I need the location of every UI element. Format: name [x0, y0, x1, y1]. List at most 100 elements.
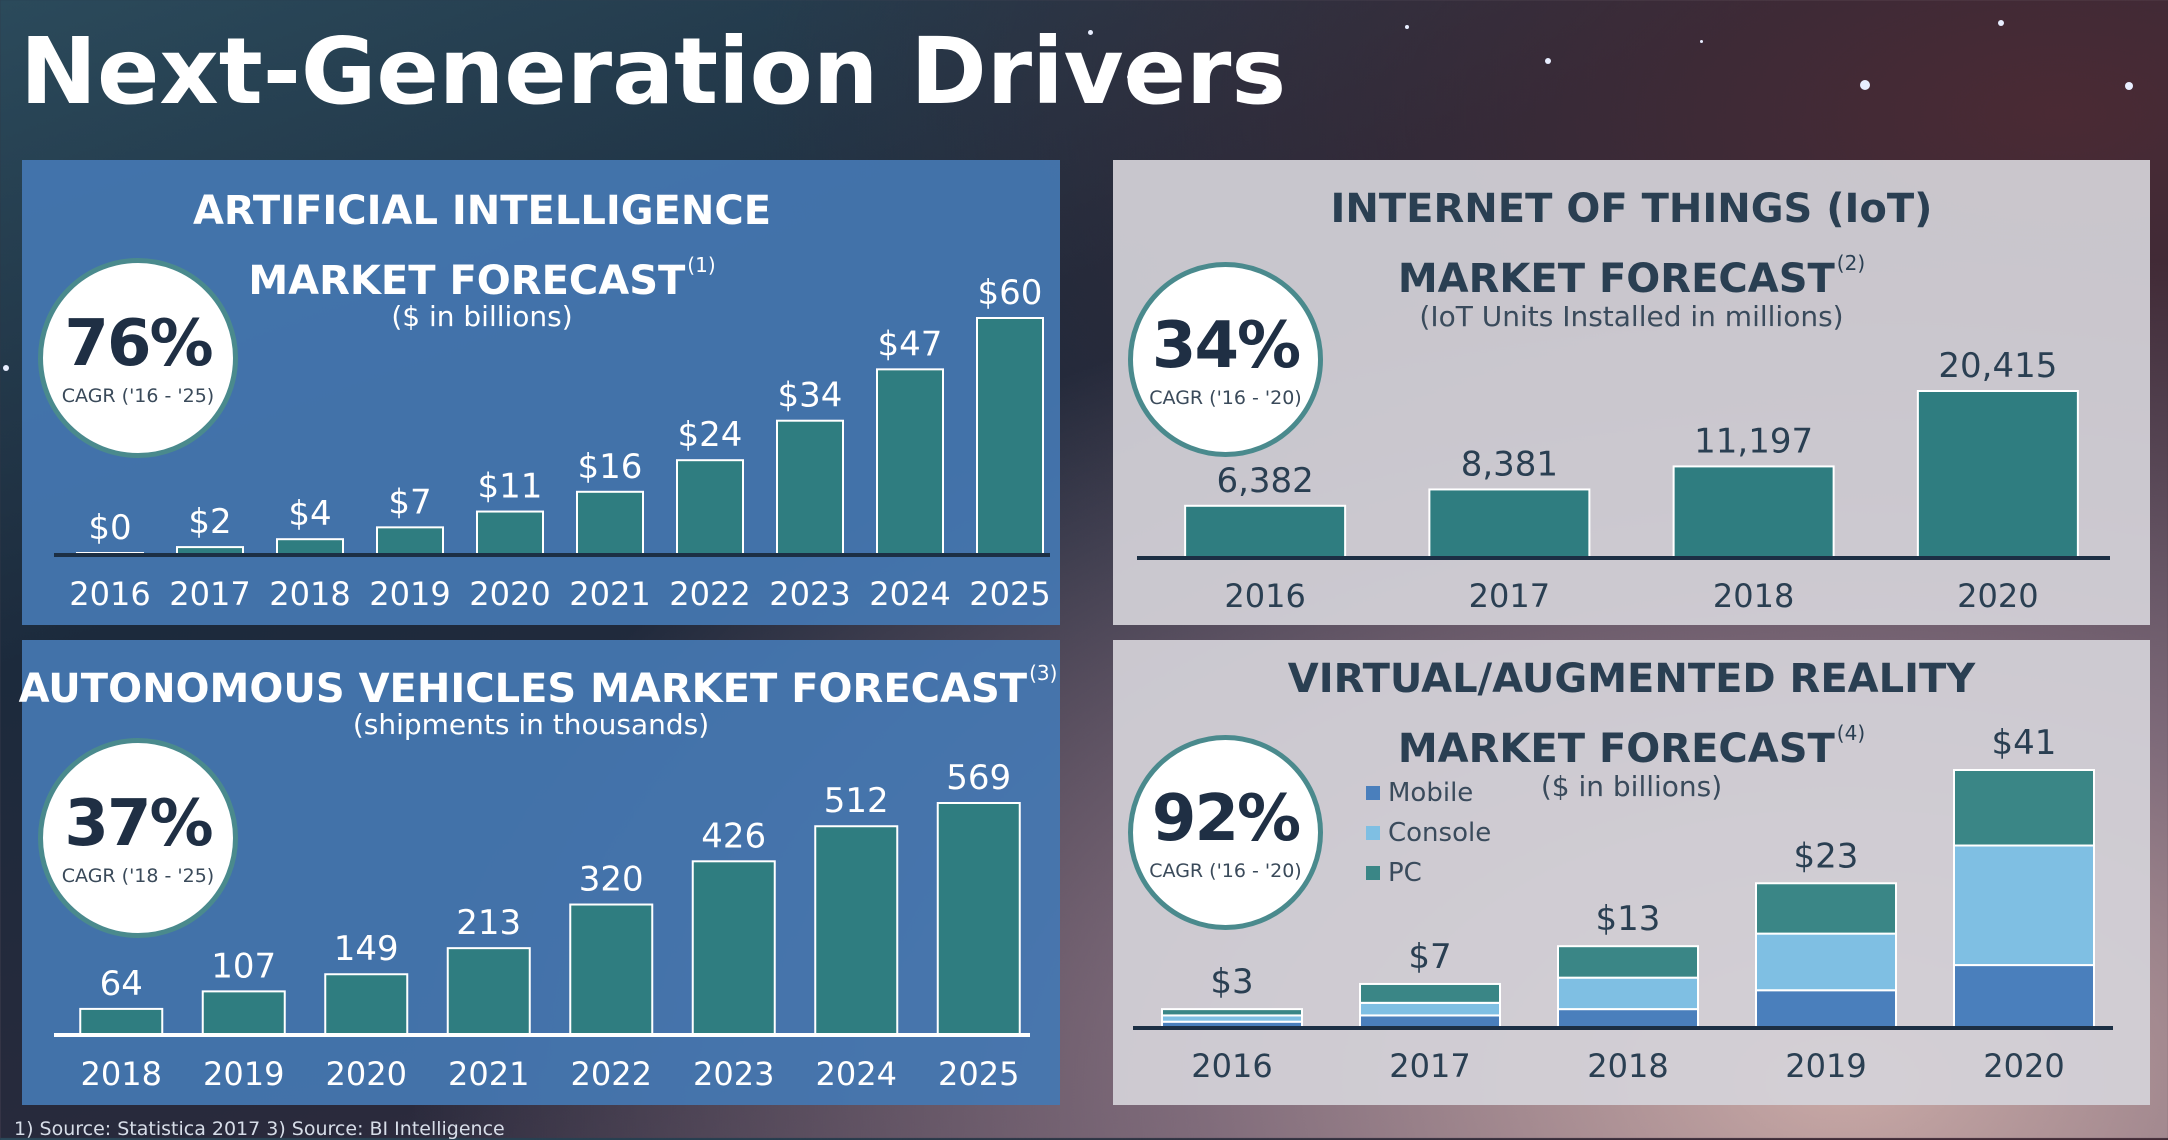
- iot-chart-title: INTERNET OF THINGS (IoT) MARKET FORECAST…: [1113, 182, 2150, 306]
- data-label-2018: 11,197: [1694, 421, 1813, 461]
- iot-cagr-badge: 34% CAGR ('16 - '20): [1128, 262, 1323, 457]
- data-label-2019: $7: [388, 482, 431, 522]
- data-label-2021: $16: [578, 447, 643, 487]
- x-tick-2023: 2023: [769, 575, 850, 613]
- data-label-2017: 8,381: [1461, 444, 1558, 484]
- vr-cagr-badge: 92% CAGR ('16 - '20): [1128, 735, 1323, 930]
- data-label-2025: $60: [978, 273, 1043, 313]
- data-label-2020: $11: [478, 467, 543, 507]
- x-tick-2019: 2019: [1785, 1047, 1866, 1085]
- x-tick-2019: 2019: [369, 575, 450, 613]
- bar-2025: [976, 317, 1044, 556]
- bar-2024: [814, 825, 899, 1036]
- av-chart-title: AUTONOMOUS VEHICLES MARKET FORECAST (3): [16, 646, 1060, 716]
- data-label-2022: 320: [579, 860, 644, 900]
- legend-label-mobile: Mobile: [1388, 778, 1474, 808]
- bar-2021: [576, 490, 644, 556]
- bar-2016: [1184, 504, 1347, 559]
- data-label-2016: $0: [88, 508, 131, 548]
- x-tick-2025: 2025: [969, 575, 1050, 613]
- legend-swatch-mobile: [1366, 786, 1380, 800]
- bar-2022: [569, 903, 654, 1036]
- ai-cagr-value: 76%: [64, 307, 213, 381]
- x-tick-2020: 2020: [1957, 577, 2038, 615]
- av-cagr-label: CAGR ('18 - '25): [61, 865, 215, 887]
- bar-segment-pc-2019: [1755, 882, 1897, 935]
- x-tick-2020: 2020: [469, 575, 550, 613]
- iot-title-line2: MARKET FORECAST: [1397, 256, 1835, 302]
- x-tick-2022: 2022: [571, 1055, 652, 1093]
- x-tick-2024: 2024: [816, 1055, 897, 1093]
- x-tick-2017: 2017: [1389, 1047, 1470, 1085]
- ai-title-line2: MARKET FORECAST: [248, 258, 686, 304]
- star-decoration: [2125, 82, 2133, 90]
- bar-segment-mobile-2020: [1953, 964, 2095, 1030]
- bar-segment-console-2019: [1755, 932, 1897, 992]
- data-label-2020: 149: [334, 929, 399, 969]
- legend-item-mobile: Mobile: [1366, 773, 1491, 813]
- data-label-2025: 569: [946, 758, 1011, 798]
- data-label-2021: 213: [456, 903, 521, 943]
- x-tick-2016: 2016: [69, 575, 150, 613]
- bar-segment-pc-2017: [1359, 982, 1501, 1004]
- data-label-2018: 64: [100, 964, 143, 1004]
- data-label-2019: 107: [211, 946, 276, 986]
- x-tick-2021: 2021: [448, 1055, 529, 1093]
- legend-swatch-pc: [1366, 866, 1380, 880]
- bar-2017: [1428, 488, 1591, 560]
- ai-cagr-badge: 76% CAGR ('16 - '25): [38, 258, 238, 458]
- ai-cagr-label: CAGR ('16 - '25): [61, 385, 215, 407]
- bar-2022: [676, 459, 744, 557]
- vr-cagr-value: 92%: [1151, 781, 1301, 856]
- bar-2019: [201, 990, 286, 1037]
- vr-footnote-ref: (4): [1836, 721, 1866, 745]
- bar-2020: [324, 973, 409, 1036]
- x-tick-2016: 2016: [1224, 577, 1305, 615]
- x-tick-2017: 2017: [169, 575, 250, 613]
- ai-chart-title: ARTIFICIAL INTELLIGENCE MARKET FORECAST(…: [0, 184, 1060, 308]
- x-tick-2022: 2022: [669, 575, 750, 613]
- legend-item-console: Console: [1366, 813, 1491, 853]
- x-tick-2023: 2023: [693, 1055, 774, 1093]
- legend-swatch-console: [1366, 826, 1380, 840]
- av-chart-subtitle: (shipments in thousands): [352, 708, 710, 741]
- data-label-2016: $3: [1210, 962, 1253, 1002]
- x-tick-2024: 2024: [869, 575, 950, 613]
- bar-segment-pc-2020: [1953, 769, 2095, 847]
- bar-segment-mobile-2018: [1557, 1008, 1699, 1029]
- x-tick-2016: 2016: [1191, 1047, 1272, 1085]
- x-tick-2020: 2020: [1983, 1047, 2064, 1085]
- av-forecast-panel: AUTONOMOUS VEHICLES MARKET FORECAST (3) (…: [19, 640, 1060, 1105]
- legend-label-console: Console: [1388, 818, 1492, 848]
- av-cagr-badge: 37% CAGR ('18 - '25): [38, 738, 238, 938]
- bar-2019: [376, 526, 444, 557]
- iot-bar-chart: 6,382 2016 8,381 2017 11,197 2018 20,415 2020: [1137, 346, 2110, 615]
- vr-stacked-bar-chart: $3 2016 $7 2017 $13 2018 $23 2019 $41 2020: [1133, 723, 2113, 1085]
- vr-legend: Mobile Console PC: [1366, 773, 1491, 893]
- x-tick-2018: 2018: [1713, 577, 1794, 615]
- iot-title-line1: INTERNET OF THINGS (IoT): [1330, 186, 1933, 232]
- x-tick-2018: 2018: [269, 575, 350, 613]
- page-title: Next-Generation Drivers: [20, 18, 1287, 125]
- ai-bar-chart: $0 2016 $2 2017 $4 2018 $7 2019 $11 2020 $16 2021 $2…: [54, 273, 1051, 613]
- data-label-2019: $23: [1794, 836, 1859, 876]
- x-tick-2018: 2018: [81, 1055, 162, 1093]
- x-tick-2025: 2025: [938, 1055, 1019, 1093]
- iot-chart-subtitle: (IoT Units Installed in millions): [1419, 300, 1844, 333]
- star-decoration: [1088, 30, 1093, 35]
- ai-footnote-ref: (1): [687, 253, 716, 277]
- legend-label-pc: PC: [1388, 858, 1422, 888]
- bar-2021: [446, 947, 531, 1036]
- data-label-2018: $13: [1596, 899, 1661, 939]
- vr-chart-title: VIRTUAL/AUGMENTED REALITY MARKET FORECAS…: [1113, 652, 2150, 776]
- source-footnote: 1) Source: Statistica 2017 3) Source: BI…: [14, 1118, 505, 1140]
- iot-forecast-panel: INTERNET OF THINGS (IoT) MARKET FORECAST…: [1113, 160, 2150, 625]
- vr-title-line1: VIRTUAL/AUGMENTED REALITY: [1287, 656, 1976, 702]
- av-footnote-ref: (3): [1029, 661, 1058, 685]
- bar-2018: [1672, 465, 1835, 560]
- ai-forecast-panel: ARTIFICIAL INTELLIGENCE MARKET FORECAST(…: [22, 160, 1060, 625]
- bar-2024: [876, 368, 944, 556]
- bar-2023: [691, 860, 776, 1036]
- data-label-2018: $4: [288, 494, 331, 534]
- iot-footnote-ref: (2): [1836, 251, 1866, 275]
